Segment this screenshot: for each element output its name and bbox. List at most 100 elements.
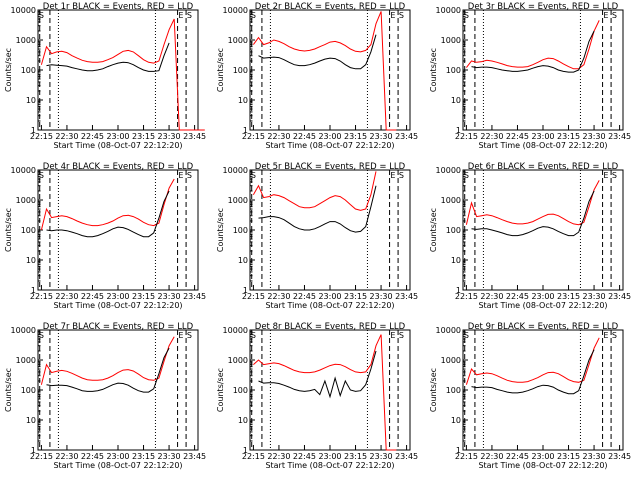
events-series-line [46,42,170,72]
events-series-line [46,190,170,238]
x-tick-label: 23:45 [183,132,206,141]
y-tick-label: 1 [456,126,461,135]
y-tick-label: 100 [446,66,461,75]
lld-series-line [465,337,600,385]
lld-series-line [40,336,175,385]
y-tick-label: 100 [446,226,461,235]
y-tick-label: 10 [238,96,248,105]
x-axis-label: Start Time (08-Oct-07 22:12:20) [265,141,394,150]
x-tick-label: 23:45 [183,292,206,301]
x-tick-label: 22:30 [267,132,290,141]
x-tick-label: 22:15 [455,132,478,141]
y-tick-label: 10 [26,96,36,105]
x-tick-label: 22:45 [81,132,104,141]
y-tick-label: 1000 [228,356,248,365]
marker-S-right: S [187,171,192,180]
x-axis-label: Start Time (08-Oct-07 22:12:20) [53,301,182,310]
y-tick-label: 100 [21,66,36,75]
x-tick-label: 22:15 [242,452,265,461]
plot-frame [37,329,199,451]
y-tick-label: 10000 [11,326,36,335]
x-tick-label: 23:30 [583,132,606,141]
plot-frame [37,9,199,131]
x-tick-label: 23:00 [106,292,129,301]
x-tick-label: 22:45 [506,452,529,461]
x-tick-label: 22:15 [455,452,478,461]
x-tick-label: 23:45 [395,132,418,141]
x-tick-label: 23:30 [158,292,181,301]
x-tick-label: 23:30 [370,292,393,301]
y-tick-label: 10000 [223,6,248,15]
x-tick-label: 22:45 [506,292,529,301]
x-axis-label: Start Time (08-Oct-07 22:12:20) [478,301,607,310]
panel-title: Det 3r BLACK = Events, RED = LLD [468,2,619,12]
x-tick-label: 23:45 [608,292,631,301]
x-tick-label: 23:30 [158,132,181,141]
x-tick-label: 23:45 [395,452,418,461]
marker-S-right: S [612,11,617,20]
marker-E: E [603,11,608,20]
y-tick-label: 1000 [16,196,36,205]
y-tick-label: 10 [451,96,461,105]
x-tick-label: 23:15 [557,132,580,141]
y-axis-label: Counts/sec [4,208,13,252]
panel-det-8: Det 8r BLACK = Events, RED = LLD 1 10 100 10… [216,322,418,470]
y-tick-label: 1000 [16,356,36,365]
x-tick-label: 23:00 [531,292,554,301]
marker-E: E [603,331,608,340]
y-tick-label: 1000 [228,36,248,45]
x-tick-label: 23:45 [608,132,631,141]
y-tick-label: 10000 [11,166,36,175]
plot-frame [249,169,411,291]
marker-E: E [390,331,395,340]
x-tick-label: 22:30 [480,132,503,141]
marker-E: E [390,11,395,20]
marker-S-right: S [187,331,192,340]
lld-series-line [252,171,377,211]
x-tick-label: 23:45 [395,292,418,301]
marker-S-right: S [612,171,617,180]
x-tick-label: 23:15 [344,452,367,461]
panel-det-1: Det 1r BLACK = Events, RED = LLD 1 10 100 10… [4,2,206,150]
panel-det-5: Det 5r BLACK = Events, RED = LLD 1 10 100 10… [216,162,418,310]
panel-title: Det 5r BLACK = Events, RED = LLD [255,162,406,172]
marker-E: E [178,11,183,20]
marker-S-left: S [464,171,469,180]
x-tick-label: 23:15 [557,292,580,301]
lld-series-line [253,334,397,451]
panel-title: Det 4r BLACK = Events, RED = LLD [43,162,194,172]
x-tick-label: 23:15 [557,452,580,461]
x-tick-label: 22:45 [293,452,316,461]
x-tick-label: 23:00 [318,292,341,301]
x-tick-label: 22:30 [480,452,503,461]
y-tick-label: 10000 [223,326,248,335]
panel-title: Det 7r BLACK = Events, RED = LLD [43,322,194,332]
x-tick-label: 22:45 [81,452,104,461]
events-series-line [258,350,377,399]
x-tick-label: 23:00 [318,452,341,461]
x-tick-label: 23:15 [344,132,367,141]
lld-series-line [466,20,600,70]
panel-det-9: Det 9r BLACK = Events, RED = LLD 1 10 100 10… [429,322,631,470]
marker-S-left: S [39,171,44,180]
events-series-line [258,34,377,70]
marker-S-left: S [251,171,256,180]
x-tick-label: 22:15 [30,292,53,301]
y-axis-label: Counts/sec [429,48,438,92]
x-tick-label: 23:30 [158,452,181,461]
y-tick-label: 100 [233,66,248,75]
x-tick-label: 22:15 [455,292,478,301]
y-axis-label: Counts/sec [216,208,225,252]
y-tick-label: 1 [456,286,461,295]
y-tick-label: 1000 [441,196,461,205]
x-tick-label: 23:45 [183,452,206,461]
x-tick-label: 23:30 [370,132,393,141]
y-tick-label: 100 [446,386,461,395]
y-axis-label: Counts/sec [216,48,225,92]
marker-E: E [603,171,608,180]
x-axis-label: Start Time (08-Oct-07 22:12:20) [478,461,607,470]
y-tick-label: 1 [243,126,248,135]
y-axis-label: Counts/sec [216,368,225,412]
panel-det-7: Det 7r BLACK = Events, RED = LLD 1 10 100 10… [4,322,206,470]
